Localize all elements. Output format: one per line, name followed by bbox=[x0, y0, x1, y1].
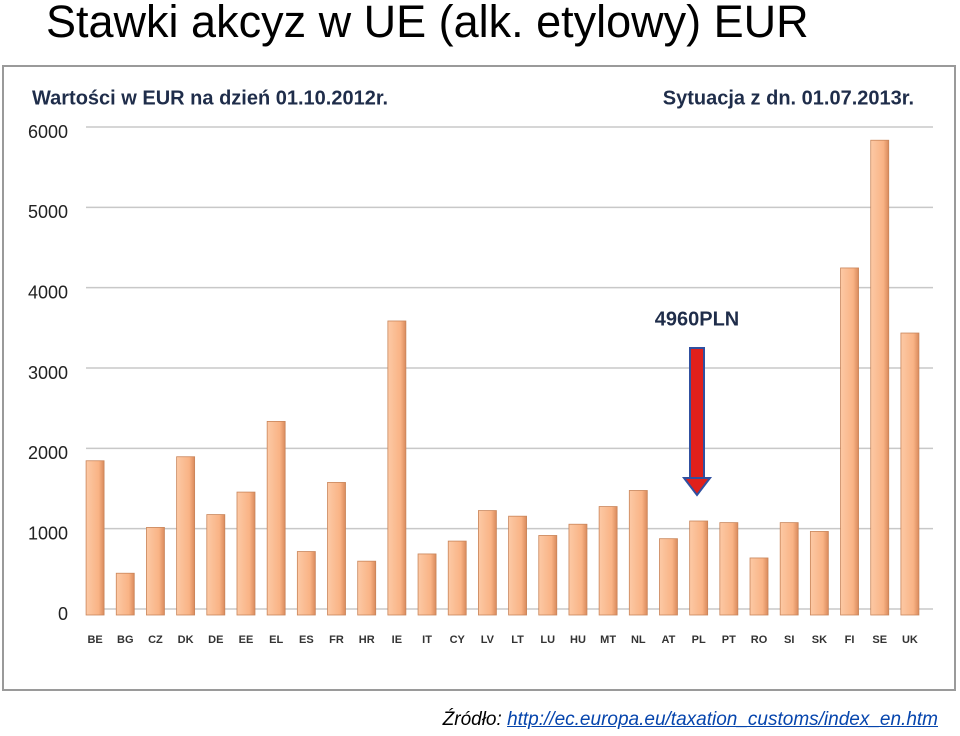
x-tick-label: CY bbox=[450, 634, 466, 646]
chart-subtitle: Sytuacja z dn. 01.07.2013r. bbox=[663, 87, 914, 109]
x-tick-label: IE bbox=[392, 634, 402, 646]
bar bbox=[236, 491, 256, 616]
bar bbox=[689, 520, 709, 616]
bar bbox=[809, 531, 829, 616]
bar bbox=[628, 490, 648, 616]
bar bbox=[327, 482, 346, 616]
x-tick-label: PL bbox=[692, 634, 706, 646]
x-tick-label: MT bbox=[600, 634, 616, 646]
x-tick-label: EE bbox=[239, 634, 254, 646]
x-tick-label: LU bbox=[540, 634, 555, 646]
x-tick-label: FR bbox=[329, 634, 344, 646]
x-tick-label: DE bbox=[208, 634, 223, 646]
y-tick-label: 2000 bbox=[28, 443, 68, 463]
y-tick-label: 3000 bbox=[28, 363, 68, 383]
bar bbox=[568, 523, 588, 616]
x-tick-label: LV bbox=[481, 634, 495, 646]
x-tick-label: BG bbox=[117, 634, 134, 646]
y-tick-label: 4000 bbox=[28, 282, 68, 302]
y-tick-label: 5000 bbox=[28, 202, 68, 222]
bar bbox=[719, 522, 739, 616]
x-tick-label: SE bbox=[872, 634, 887, 646]
bar bbox=[206, 514, 226, 616]
x-tick-label: RO bbox=[751, 634, 768, 646]
x-tick-label: EL bbox=[269, 634, 283, 646]
bar bbox=[417, 553, 437, 616]
bar bbox=[870, 139, 890, 616]
annotation-arrow bbox=[681, 347, 713, 497]
bar bbox=[598, 506, 618, 616]
bar bbox=[176, 456, 196, 616]
x-tick-label: AT bbox=[662, 634, 676, 646]
y-tick-label: 6000 bbox=[28, 122, 68, 142]
x-tick-label: FI bbox=[845, 634, 855, 646]
x-tick-label: SK bbox=[812, 634, 827, 646]
bar bbox=[447, 540, 467, 616]
bar bbox=[659, 538, 678, 616]
bar bbox=[266, 420, 286, 616]
x-tick-label: HR bbox=[359, 634, 375, 646]
bar bbox=[296, 551, 316, 616]
bar bbox=[478, 510, 497, 616]
source-label: Źródło: bbox=[442, 709, 502, 730]
x-tick-label: SI bbox=[784, 634, 794, 646]
slide-title: Stawki akcyz w UE (alk. etylowy) EUR bbox=[46, 0, 809, 47]
chart-title: Wartości w EUR na dzień 01.10.2012r. bbox=[32, 87, 388, 109]
x-tick-label: CZ bbox=[148, 634, 163, 646]
bar bbox=[357, 560, 377, 616]
x-tick-label: PT bbox=[722, 634, 736, 646]
bar bbox=[538, 535, 558, 616]
bar bbox=[779, 522, 799, 616]
x-tick-label: ES bbox=[299, 634, 314, 646]
annotation: 4960PLN bbox=[655, 308, 740, 330]
y-tick-label: 1000 bbox=[28, 523, 68, 543]
source-link[interactable]: http://ec.europa.eu/taxation_customs/ind… bbox=[507, 709, 938, 730]
bar bbox=[749, 557, 769, 616]
bar bbox=[146, 527, 165, 616]
bar bbox=[840, 267, 859, 616]
x-tick-label: HU bbox=[570, 634, 586, 646]
source: Źródło: http://ec.europa.eu/taxation_cus… bbox=[443, 709, 938, 731]
x-tick-label: BE bbox=[87, 634, 102, 646]
x-tick-label: NL bbox=[631, 634, 646, 646]
x-tick-label: DK bbox=[178, 634, 194, 646]
x-tick-label: IT bbox=[422, 634, 432, 646]
y-tick-label: 0 bbox=[58, 604, 68, 624]
bar bbox=[900, 332, 920, 616]
bar bbox=[115, 572, 135, 616]
bar bbox=[85, 460, 105, 616]
x-tick-label: LT bbox=[511, 634, 524, 646]
x-tick-label: UK bbox=[902, 634, 918, 646]
bar bbox=[387, 320, 407, 616]
bar bbox=[508, 515, 527, 616]
